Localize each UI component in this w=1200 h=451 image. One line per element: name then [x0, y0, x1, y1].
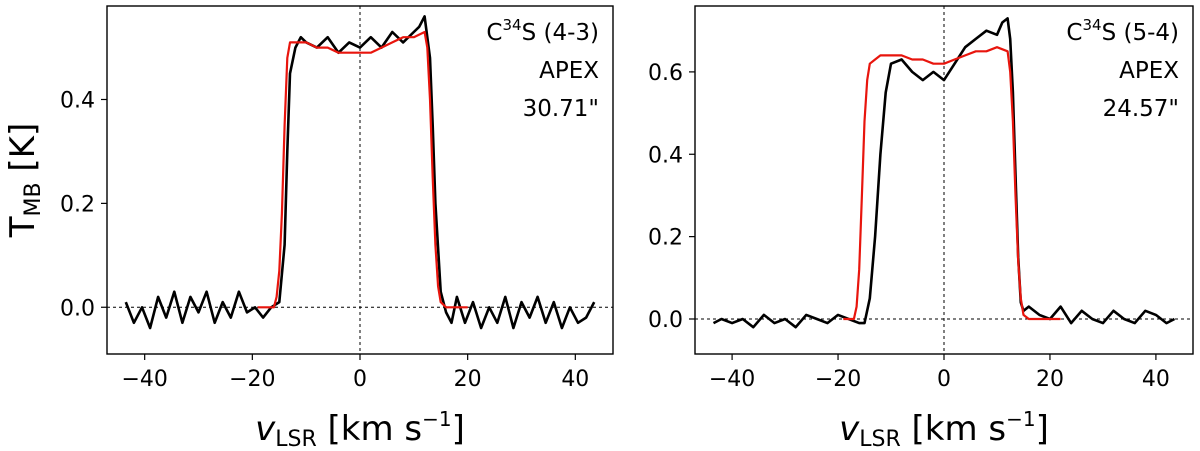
y-tick-label: 0.2: [60, 192, 95, 217]
y-tick-label: 0.0: [60, 296, 95, 321]
x-tick-label: −20: [815, 367, 861, 392]
x-tick-label: 0: [937, 367, 951, 392]
x-tick-label: 0: [353, 367, 367, 392]
y-axis-label: TMB [K]: [3, 123, 46, 239]
x-tick-label: 20: [1036, 367, 1064, 392]
annotation-molecule: C34S (4-3): [486, 16, 599, 46]
chart-panel-1: −40 −20 0 20 40 0.0 0.2 0.4 C34S (4-3) APEX 30.71"…: [3, 5, 614, 451]
chart-panel-2: −40 −20 0 20 40 0.0 0.2 0.4 0.6 C34S (5-4) APEX 24.…: [648, 5, 1194, 451]
x-tick-label: 20: [454, 367, 482, 392]
y-tick-label: 0.0: [648, 308, 683, 333]
x-axis-label: vLSR [km s−1]: [839, 407, 1049, 451]
x-tick-label: 40: [561, 367, 589, 392]
model-spectrum-line: [843, 46, 1061, 321]
y-tick-label: 0.4: [648, 143, 683, 168]
x-tick-label: −40: [121, 367, 167, 392]
y-tick-label: 0.2: [648, 226, 683, 251]
y-tick-label: 0.4: [60, 88, 95, 113]
annotation-beam: 30.71": [523, 96, 599, 122]
annotation-molecule: C34S (5-4): [1066, 16, 1179, 46]
x-axis-label: vLSR [km s−1]: [255, 407, 465, 451]
x-tick-label: 40: [1142, 367, 1170, 392]
model-spectrum-line: [257, 30, 468, 309]
x-tick-label: −40: [709, 367, 755, 392]
annotation-telescope: APEX: [539, 58, 599, 84]
x-tick-label: −20: [229, 367, 275, 392]
observed-spectrum-line: [712, 17, 1176, 329]
annotation-telescope: APEX: [1119, 58, 1179, 84]
observed-spectrum-line: [124, 15, 596, 330]
annotation-beam: 24.57": [1103, 96, 1179, 122]
y-tick-label: 0.6: [648, 61, 683, 86]
